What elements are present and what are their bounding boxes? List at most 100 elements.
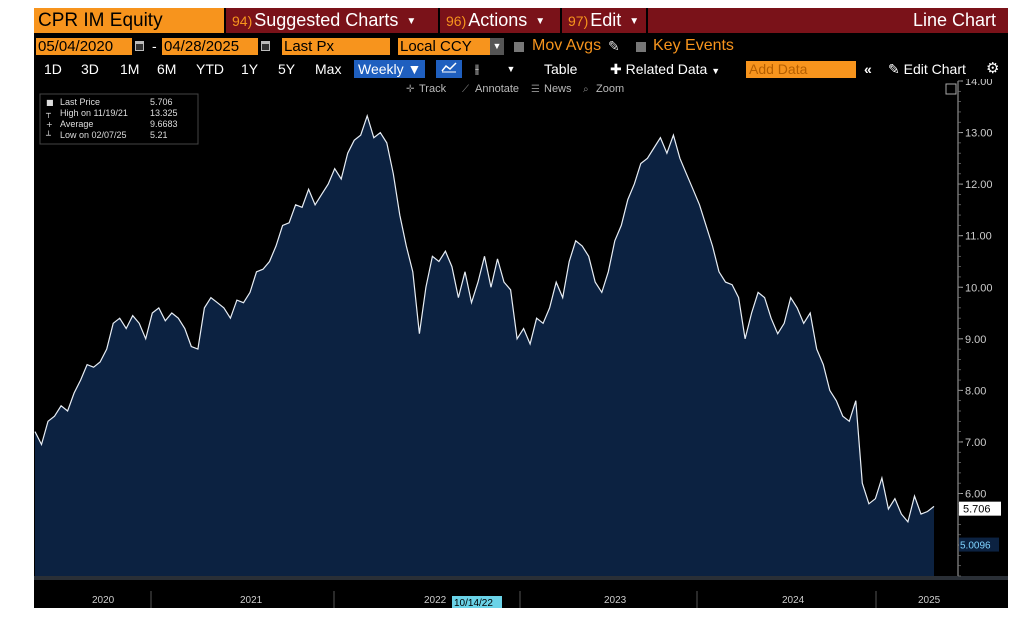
x-tick-label: 2021 — [240, 595, 263, 606]
menu-label: Suggested Charts — [254, 10, 399, 30]
calendar-icon[interactable] — [261, 41, 270, 51]
table-button[interactable]: Table — [544, 61, 578, 77]
annotate-icon: ⟋ — [462, 84, 469, 95]
frequency-label: Weekly — [358, 61, 404, 77]
bar-chart-icon[interactable]: ⫲ — [474, 61, 480, 76]
legend-symbol: ┴ — [45, 130, 51, 140]
legend-value: 9.6683 — [150, 119, 178, 129]
period-6m[interactable]: 6M — [157, 61, 177, 77]
secondary-value-label: 5.0096 — [960, 541, 991, 552]
expand-icon — [945, 83, 957, 95]
pencil-icon[interactable]: ✎ — [608, 38, 620, 54]
legend-symbol: ┬ — [45, 109, 51, 119]
legend-value: 13.325 — [150, 108, 178, 118]
legend-label: Low on 02/07/25 — [60, 130, 127, 140]
calendar-icon[interactable] — [135, 41, 144, 51]
x-axis-band — [34, 583, 1008, 608]
divider — [224, 8, 226, 33]
price-area — [35, 115, 934, 577]
y-tick-label: 6.00 — [965, 489, 986, 501]
mov-avgs-label[interactable]: Mov Avgs — [532, 37, 602, 54]
chart-tool-zoom: Zoom — [596, 83, 624, 95]
gear-icon[interactable]: ⚙ — [986, 60, 1000, 77]
y-tick-label: 8.00 — [965, 385, 986, 397]
mov-avgs-checkbox[interactable] — [514, 42, 524, 52]
add-data-input[interactable]: Add Data — [746, 61, 856, 78]
period-ytd[interactable]: YTD — [196, 61, 224, 77]
x-tick-label: 2024 — [782, 595, 805, 606]
line-chart-icon[interactable] — [436, 60, 462, 78]
last-price-label: 5.706 — [963, 504, 991, 516]
collapse-icon[interactable]: « — [864, 61, 872, 77]
divider — [560, 8, 562, 33]
y-tick-label: 14.00 — [965, 79, 993, 88]
x-tick-label: 2025 — [918, 595, 941, 606]
pencil-icon: ✎ — [888, 61, 900, 77]
controls-bar: 05/04/2020 - 04/28/2025 Last Px Local CC… — [34, 35, 1008, 57]
legend-label: Average — [60, 119, 93, 129]
title-bar: CPR IM Equity 94) Suggested Charts ▼ 96) Ac… — [34, 8, 1008, 33]
y-tick-label: 9.00 — [965, 334, 986, 346]
menu-number: 96) — [446, 13, 467, 29]
zoom-icon: ⌕ — [583, 84, 589, 95]
period-1m[interactable]: 1M — [120, 61, 140, 77]
related-data-label: Related Data — [625, 61, 708, 77]
chart-tool-news: News — [544, 83, 572, 95]
caret-down-icon: ▼ — [406, 16, 417, 27]
y-tick-label: 12.00 — [965, 179, 993, 191]
news-icon: ☰ — [531, 84, 540, 95]
edit-menu[interactable]: 97) Edit ▼ — [568, 8, 639, 33]
chevron-down-icon[interactable]: ▼ — [506, 64, 516, 74]
chart-type-title: Line Chart — [912, 10, 996, 30]
y-tick-label: 7.00 — [965, 437, 986, 449]
y-tick-label: 11.00 — [965, 231, 992, 243]
crosshair-icon: ✛ — [406, 84, 415, 95]
edit-chart-button[interactable]: ✎ Edit Chart — [888, 60, 966, 78]
suggested-charts-menu[interactable]: 94) Suggested Charts ▼ — [232, 8, 416, 33]
menu-label: Edit — [590, 10, 622, 30]
legend-symbol: ■ — [46, 98, 54, 107]
field-selector[interactable]: Last Px — [282, 38, 390, 55]
menu-label: Actions — [468, 10, 528, 30]
menu-number: 94) — [232, 13, 253, 29]
caret-down-icon: ▼ — [711, 66, 721, 76]
legend-label: High on 11/19/21 — [60, 108, 128, 118]
currency-selector[interactable]: Local CCY — [398, 38, 490, 55]
price-chart[interactable]: 5.006.007.008.009.0010.0011.0012.0013.00… — [34, 79, 1008, 608]
plot-baseline — [34, 576, 1008, 580]
period-1d[interactable]: 1D — [44, 61, 62, 77]
legend-value: 5.706 — [150, 97, 173, 107]
frequency-selector[interactable]: Weekly ▼ — [354, 60, 426, 78]
price-line — [34, 113, 935, 524]
end-date-field[interactable]: 04/28/2025 — [162, 38, 258, 55]
chart-tool-track: Track — [419, 83, 447, 95]
cursor-date-label: 10/14/22 — [454, 598, 493, 608]
cursor-date-box — [452, 596, 502, 608]
x-tick-label: 2023 — [604, 595, 627, 606]
caret-down-icon: ▼ — [407, 61, 422, 77]
start-date-field[interactable]: 05/04/2020 — [36, 38, 132, 55]
secondary-value-box — [959, 537, 999, 552]
bloomberg-terminal: CPR IM Equity 94) Suggested Charts ▼ 96) Ac… — [34, 8, 1008, 608]
x-tick-label: 2022 — [424, 595, 447, 606]
key-events-label[interactable]: Key Events — [653, 37, 734, 54]
toolbar: 1D 3D 1M 6M YTD 1Y 5Y Max Weekly ▼ ⫲ ▼ T… — [34, 59, 1008, 79]
period-3d[interactable]: 3D — [81, 61, 99, 77]
period-5y[interactable]: 5Y — [278, 61, 296, 77]
menu-number: 97) — [568, 13, 589, 29]
chevron-down-icon[interactable]: ▼ — [490, 38, 504, 55]
y-tick-label: 10.00 — [965, 282, 993, 294]
divider — [438, 8, 440, 33]
period-1y[interactable]: 1Y — [241, 61, 259, 77]
key-events-checkbox[interactable] — [636, 42, 646, 52]
period-max[interactable]: Max — [315, 61, 342, 77]
edit-chart-label: Edit Chart — [903, 61, 966, 77]
caret-down-icon: ▼ — [535, 16, 546, 27]
related-data-button[interactable]: ✚ Related Data ▼ — [610, 60, 720, 78]
security-field[interactable]: CPR IM Equity — [34, 8, 224, 33]
last-price-box — [959, 501, 1001, 516]
actions-menu[interactable]: 96) Actions ▼ — [446, 8, 545, 33]
x-tick-label: 2020 — [92, 595, 115, 606]
legend-value: 5.21 — [150, 130, 168, 140]
plus-icon: ✚ — [610, 61, 622, 77]
